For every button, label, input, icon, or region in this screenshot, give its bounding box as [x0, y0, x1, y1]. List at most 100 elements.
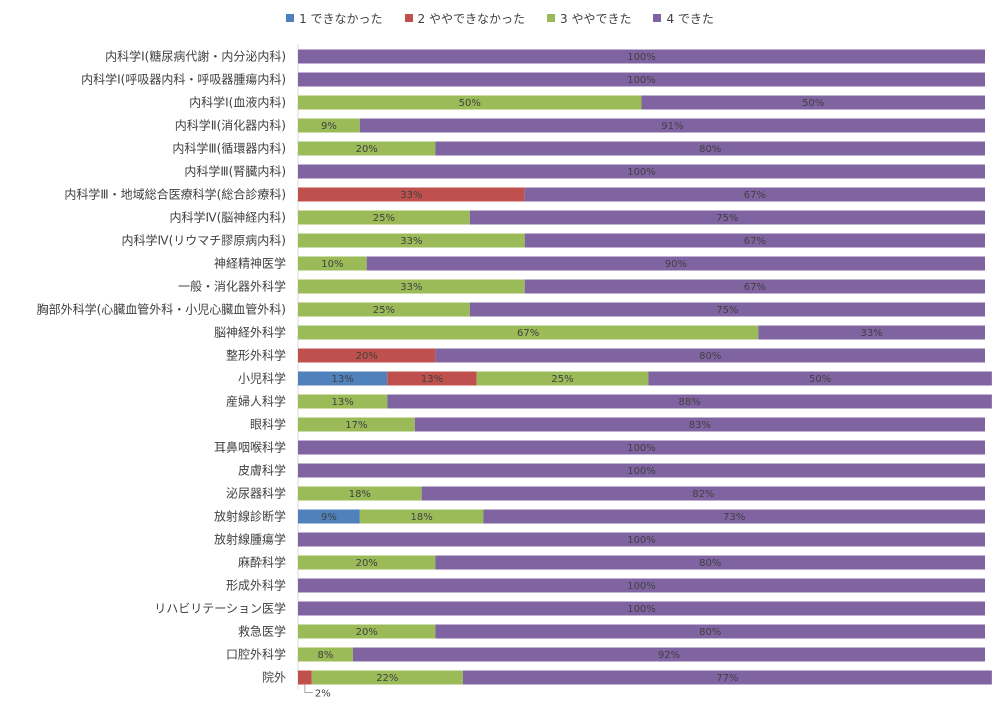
category-label: 内科学Ⅲ(循環器内科) — [172, 141, 286, 156]
bar-segment — [298, 187, 525, 202]
data-label: 82% — [692, 489, 714, 500]
category-label: 内科学Ⅲ(腎臓内科) — [184, 164, 286, 179]
bar-segment — [387, 394, 992, 409]
data-label: 75% — [716, 305, 738, 316]
bar-segment — [648, 371, 992, 386]
data-label: 18% — [411, 512, 433, 523]
category-label: 内科学Ⅲ・地域総合医療科学(総合診療科) — [64, 187, 286, 202]
legend-label: 3 ややできた — [560, 11, 632, 26]
data-label: 100% — [627, 581, 656, 592]
bar-segment — [298, 670, 312, 685]
data-label: 10% — [321, 259, 343, 270]
data-label: 100% — [627, 443, 656, 454]
bar-segment — [298, 417, 415, 432]
bar-segment — [298, 210, 470, 225]
data-label: 22% — [376, 673, 398, 684]
category-label: 耳鼻咽喉科学 — [214, 440, 286, 455]
data-label: 20% — [356, 627, 378, 638]
bar-segment — [298, 532, 985, 547]
bar-segment — [366, 256, 985, 271]
category-label: 小児科学 — [238, 371, 286, 386]
category-label: リハビリテーション医学 — [154, 601, 286, 616]
bar-segment — [524, 187, 985, 202]
data-label: 20% — [356, 558, 378, 569]
data-label: 100% — [627, 604, 656, 615]
data-label: 50% — [459, 98, 481, 109]
bar-segment — [359, 118, 986, 133]
bar-segment — [311, 670, 463, 685]
bar-segment — [469, 210, 985, 225]
bar-segment — [435, 624, 985, 639]
data-label: 17% — [345, 420, 367, 431]
category-label: 神経精神医学 — [214, 256, 286, 271]
legend-label: 1 できなかった — [299, 11, 383, 26]
legend-swatch — [653, 14, 662, 22]
data-label: 33% — [400, 282, 422, 293]
data-label: 18% — [349, 489, 371, 500]
category-label: 一般・消化器外科学 — [178, 279, 286, 294]
legend-label: 4 できた — [666, 11, 714, 26]
bar-segment — [469, 302, 985, 317]
data-label: 9% — [321, 121, 337, 132]
category-label: 形成外科学 — [226, 578, 286, 593]
data-label: 33% — [400, 236, 422, 247]
bar-segment — [435, 555, 985, 570]
category-label: 胸部外科学(心臓血管外科・小児心臓血管外科) — [37, 302, 286, 317]
data-label: 20% — [356, 351, 378, 362]
bar-segment — [298, 49, 985, 64]
data-label: 80% — [699, 627, 721, 638]
data-label: 67% — [744, 282, 766, 293]
data-label: 67% — [744, 190, 766, 201]
bar-segment — [298, 348, 436, 363]
category-label: 内科学Ⅰ(血液内科) — [189, 95, 286, 110]
data-label: 100% — [627, 535, 656, 546]
legend-item: 3 ややできた — [547, 8, 631, 28]
data-label: 33% — [861, 328, 883, 339]
bar-segment — [462, 670, 992, 685]
category-label: 内科学Ⅳ(脳神経内科) — [170, 210, 286, 225]
data-label: 25% — [373, 213, 395, 224]
bar-segment — [414, 417, 985, 432]
data-label: 92% — [658, 650, 680, 661]
data-label: 9% — [321, 512, 337, 523]
bar-segment — [387, 371, 477, 386]
data-label: 25% — [551, 374, 573, 385]
bar-segment — [435, 348, 985, 363]
category-label: 救急医学 — [238, 624, 286, 639]
category-label: 内科学Ⅰ(呼吸器内科・呼吸器腫瘍内科) — [81, 72, 286, 87]
category-label: 麻酔科学 — [238, 555, 286, 570]
data-label: 50% — [802, 98, 824, 109]
bar-segment — [352, 647, 986, 662]
bar-segment — [298, 555, 436, 570]
bar-segment — [298, 141, 436, 156]
bar-segment — [641, 95, 985, 110]
bar-segment — [298, 371, 388, 386]
bar-segment — [298, 578, 985, 593]
category-label: 放射線診断学 — [214, 509, 286, 524]
category-label: 整形外科学 — [226, 348, 286, 363]
category-label: 内科学Ⅱ(消化器内科) — [175, 118, 286, 133]
data-label-leader — [304, 684, 313, 693]
legend-label: 2 ややできなかった — [417, 11, 525, 26]
bar-segment — [298, 486, 422, 501]
data-label: 80% — [699, 144, 721, 155]
data-label: 73% — [723, 512, 745, 523]
bar-segment — [298, 72, 985, 87]
bar-segment — [298, 302, 470, 317]
legend-swatch — [404, 14, 413, 22]
bar-segment — [476, 371, 649, 386]
data-label: 13% — [332, 397, 354, 408]
bar-segment — [298, 463, 985, 478]
data-label: 75% — [716, 213, 738, 224]
bar-segment — [298, 440, 985, 455]
data-label: 80% — [699, 351, 721, 362]
bar-segment — [298, 118, 360, 133]
bar-segment — [298, 624, 436, 639]
bar-segment — [758, 325, 985, 340]
chart-legend: 1 できなかった 2 ややできなかった 3 ややできた 4 できた — [0, 8, 1000, 28]
bar-segment — [298, 164, 985, 179]
data-label: 100% — [627, 75, 656, 86]
data-label: 50% — [809, 374, 831, 385]
data-label: 2% — [315, 689, 331, 700]
